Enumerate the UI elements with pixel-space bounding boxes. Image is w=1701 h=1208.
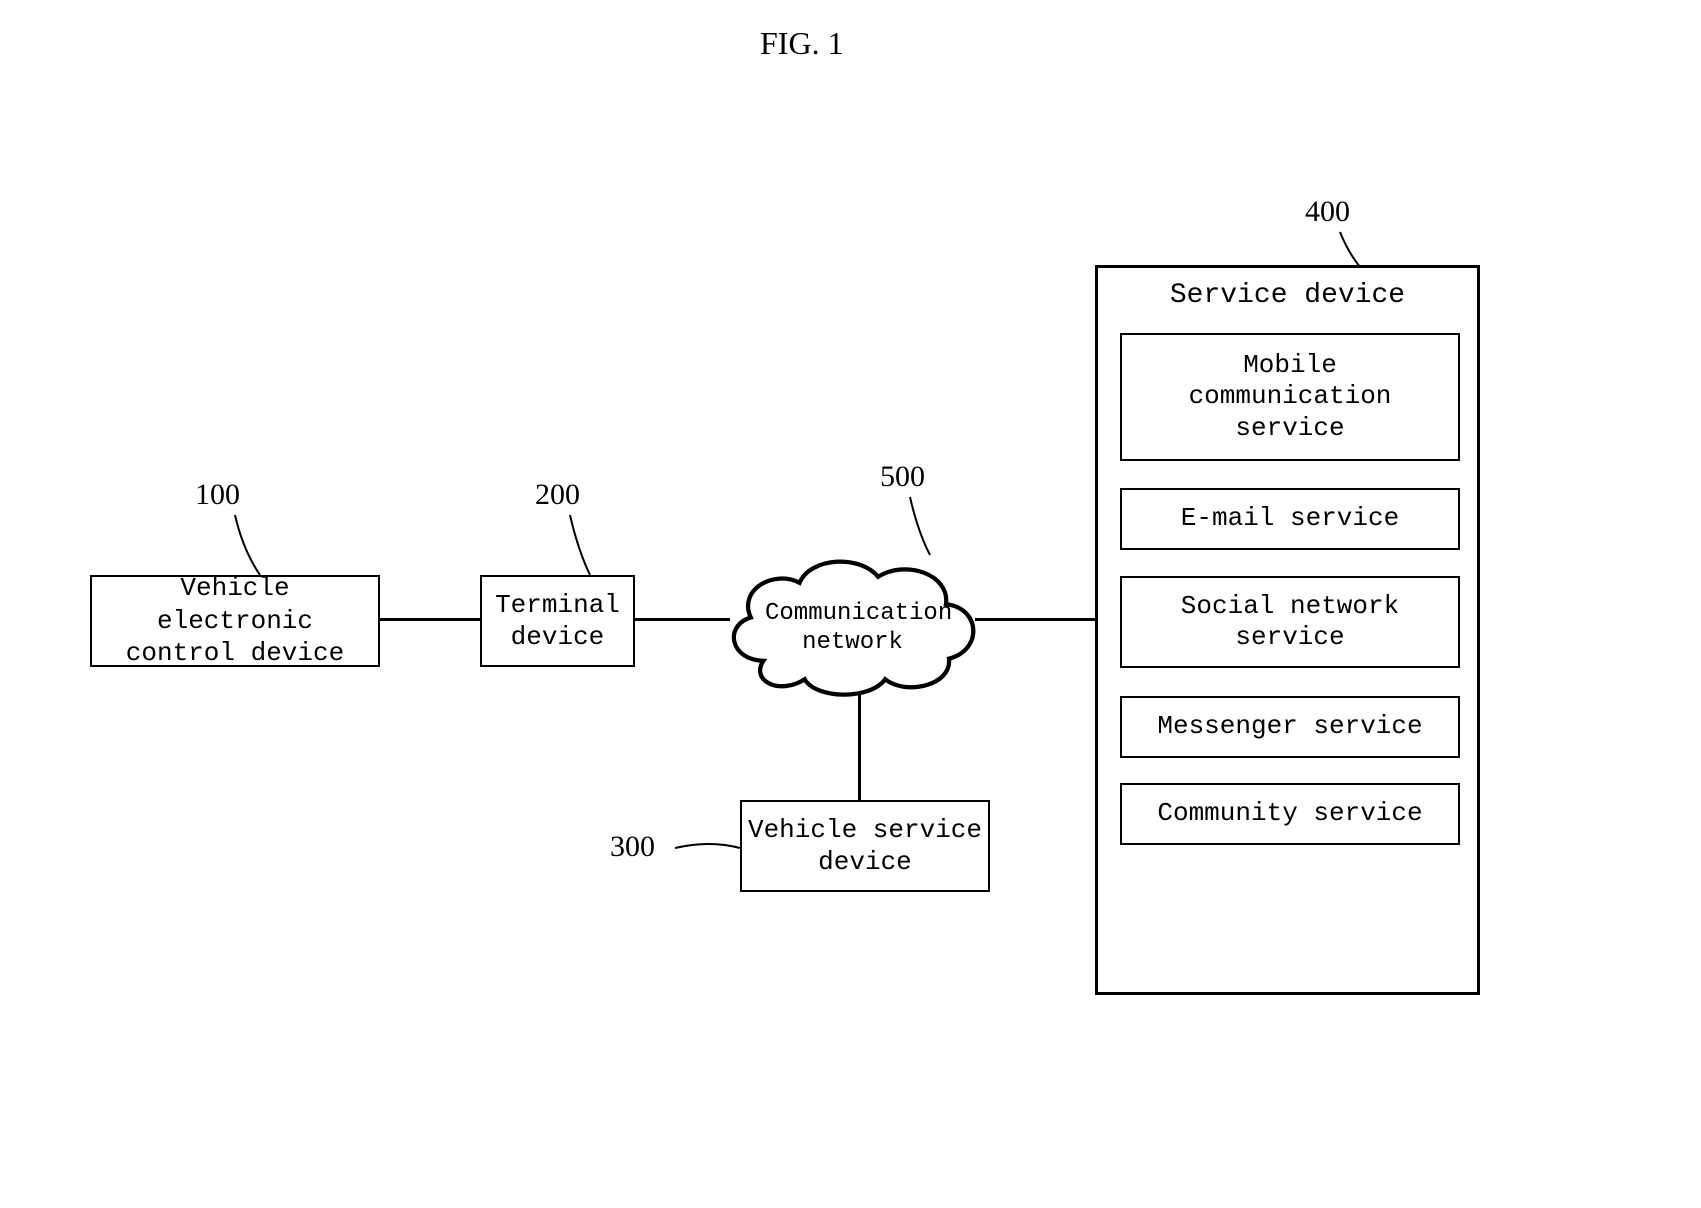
ref-label-300: 300 xyxy=(610,830,655,864)
connector-terminal-cloud xyxy=(635,618,730,621)
connector-cloud-vsd xyxy=(858,690,861,800)
node-terminal-device: Terminal device xyxy=(480,575,635,667)
leader-100 xyxy=(225,510,275,580)
cloud-label: Communication network xyxy=(765,600,940,658)
connector-vecd-terminal xyxy=(380,618,480,621)
service-item-mobile-communication: Mobile communication service xyxy=(1120,333,1460,461)
service-item-community: Community service xyxy=(1120,783,1460,845)
service-item-email: E-mail service xyxy=(1120,488,1460,550)
node-communication-network: Communication network xyxy=(720,550,985,700)
ref-label-400: 400 xyxy=(1305,195,1350,229)
connector-cloud-service xyxy=(975,618,1095,621)
leader-200 xyxy=(560,510,610,580)
ref-label-100: 100 xyxy=(195,478,240,512)
service-device-title: Service device xyxy=(1098,280,1477,311)
node-vehicle-electronic-control-device: Vehicle electronic control device xyxy=(90,575,380,667)
ref-label-200: 200 xyxy=(535,478,580,512)
node-vehicle-service-device: Vehicle service device xyxy=(740,800,990,892)
leader-300 xyxy=(670,835,745,865)
figure-title: FIG. 1 xyxy=(760,25,844,62)
service-item-messenger: Messenger service xyxy=(1120,696,1460,758)
service-item-social-network: Social network service xyxy=(1120,576,1460,668)
ref-label-500: 500 xyxy=(880,460,925,494)
node-service-device: Service device Mobile communication serv… xyxy=(1095,265,1480,995)
